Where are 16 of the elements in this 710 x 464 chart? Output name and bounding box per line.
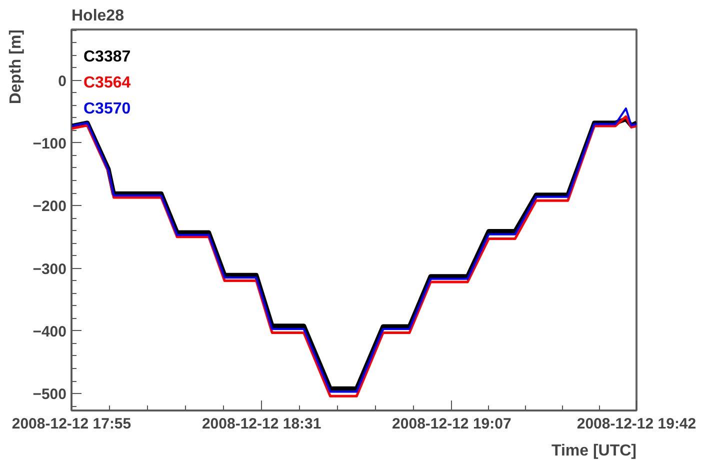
series-label: C3570	[84, 100, 131, 118]
text: C3387	[84, 48, 131, 66]
x-tick-label: 2008-12-12 17:55	[12, 416, 132, 432]
x-tick-label: 2008-12-12 18:31	[202, 416, 322, 432]
y-tick-label: −100	[32, 135, 67, 152]
x-tick-label: 2008-12-12 19:42	[576, 416, 696, 432]
y-tick-label: 0	[58, 72, 66, 90]
chart-title: Hole28	[72, 8, 124, 24]
y-axis-title: Depth [m]	[8, 30, 24, 104]
y-tick-label: −300	[32, 260, 67, 278]
text: C3564	[84, 74, 131, 92]
x-tick-label: 2008-12-12 19:07	[392, 416, 512, 432]
x-axis-title: Time [UTC]	[551, 442, 637, 460]
y-tick-label: −500	[32, 386, 67, 404]
y-tick-label: −400	[32, 323, 67, 340]
y-tick-label: −200	[32, 198, 67, 216]
